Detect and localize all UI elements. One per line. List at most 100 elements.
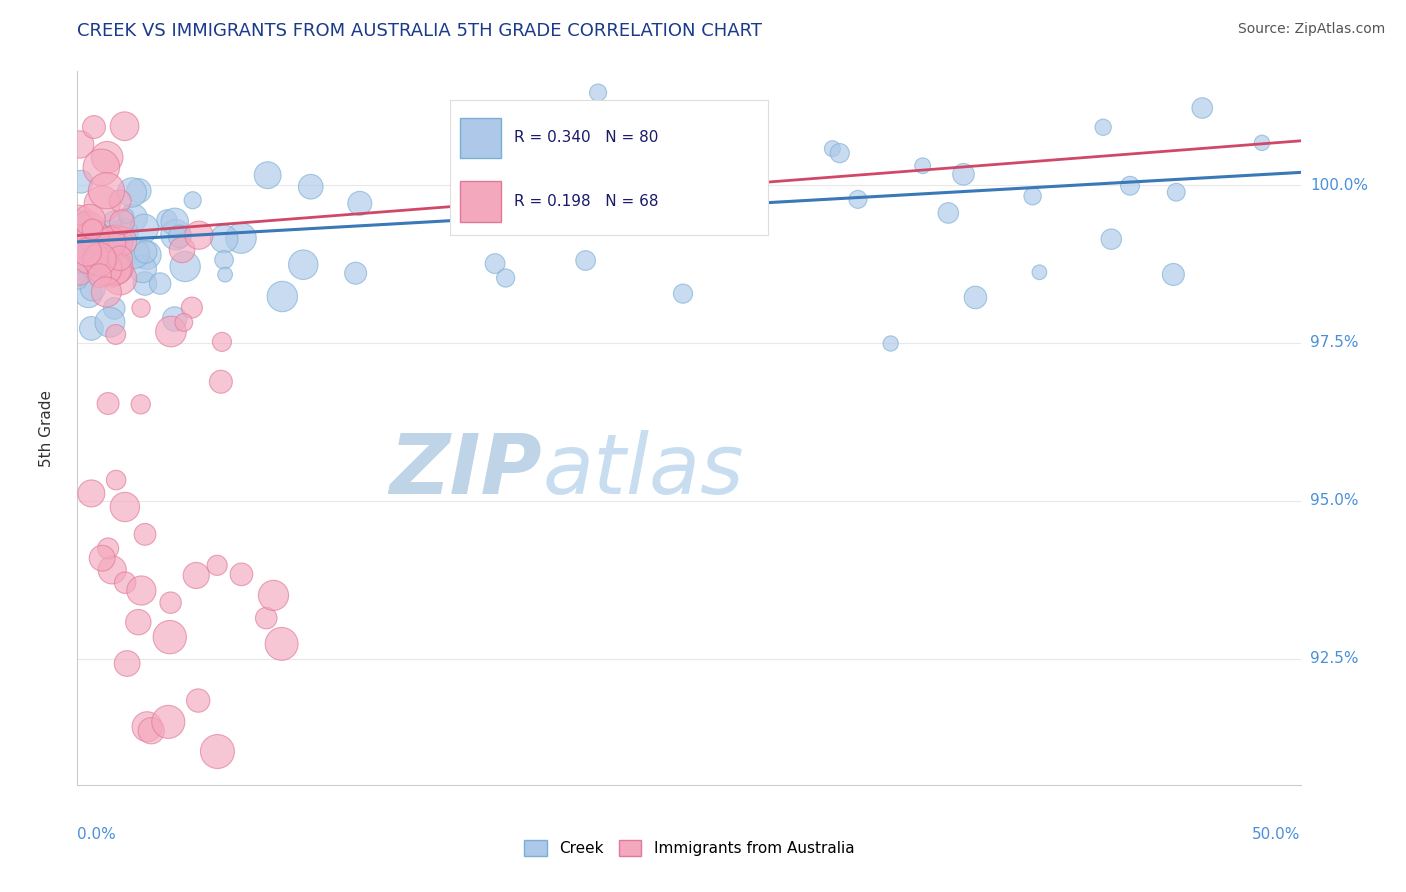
Point — [104, 262, 127, 277]
Point — [111, 215, 134, 229]
Point — [207, 745, 229, 759]
Point — [292, 258, 315, 272]
Point — [1119, 178, 1142, 193]
Point — [114, 119, 136, 133]
Point — [83, 120, 105, 134]
Point — [91, 551, 114, 566]
Point — [101, 563, 124, 577]
Point — [136, 720, 159, 734]
Point — [96, 184, 118, 198]
Point — [114, 500, 136, 514]
Point — [936, 206, 959, 220]
Point — [129, 397, 152, 411]
Point — [131, 583, 153, 598]
Point — [97, 541, 120, 556]
Point — [163, 312, 186, 326]
Point — [86, 250, 108, 264]
Point — [1099, 232, 1122, 246]
Point — [100, 235, 122, 250]
Point — [98, 315, 121, 329]
Text: 95.0%: 95.0% — [1310, 493, 1358, 508]
Point — [672, 286, 695, 301]
Point — [105, 260, 128, 275]
Point — [828, 146, 851, 161]
Point — [159, 630, 181, 644]
Point — [214, 268, 236, 282]
Point — [100, 232, 122, 246]
Point — [82, 252, 104, 266]
Point — [299, 179, 322, 194]
Point — [115, 209, 138, 223]
Point — [484, 257, 506, 271]
Point — [1166, 185, 1188, 199]
Point — [169, 229, 191, 244]
Point — [575, 253, 598, 268]
Point — [76, 260, 98, 274]
Point — [101, 267, 124, 281]
Point — [181, 193, 204, 207]
Point — [846, 193, 869, 207]
Point — [159, 596, 181, 610]
Point — [89, 252, 111, 267]
Point — [108, 251, 131, 265]
Point — [141, 723, 163, 738]
Point — [160, 325, 183, 339]
Point — [79, 249, 101, 263]
Point — [105, 473, 128, 487]
Point — [965, 290, 987, 304]
Point — [82, 281, 104, 295]
Point — [163, 215, 186, 229]
Point — [134, 277, 156, 291]
Point — [821, 142, 844, 156]
Point — [70, 175, 93, 189]
Point — [108, 194, 131, 208]
Point — [186, 568, 208, 582]
Point — [79, 212, 101, 227]
Point — [205, 558, 228, 573]
Point — [76, 245, 98, 260]
Point — [134, 527, 156, 541]
Point — [67, 262, 90, 277]
Point — [174, 260, 197, 274]
Point — [66, 234, 89, 248]
Point — [69, 213, 91, 227]
Point — [212, 252, 235, 267]
Point — [173, 315, 195, 329]
Point — [75, 217, 97, 231]
Point — [349, 196, 371, 211]
Point — [121, 186, 143, 200]
Point — [122, 211, 145, 225]
Point — [75, 232, 97, 246]
Point — [495, 271, 517, 285]
Point — [879, 336, 901, 351]
Legend: Creek, Immigrants from Australia: Creek, Immigrants from Australia — [517, 834, 860, 862]
Point — [93, 261, 115, 276]
Point — [254, 611, 277, 625]
Text: Source: ZipAtlas.com: Source: ZipAtlas.com — [1237, 22, 1385, 37]
Point — [77, 222, 100, 236]
Point — [66, 262, 89, 277]
Point — [180, 301, 202, 315]
Text: 92.5%: 92.5% — [1310, 651, 1358, 666]
Point — [98, 232, 121, 246]
Point — [1092, 120, 1115, 135]
Point — [108, 271, 131, 285]
Point — [209, 375, 232, 389]
Point — [132, 262, 155, 277]
Point — [82, 229, 104, 244]
Point — [124, 246, 146, 260]
Point — [149, 277, 172, 291]
Point — [111, 234, 134, 248]
Point — [1028, 265, 1050, 279]
Point — [89, 244, 111, 258]
Point — [1163, 268, 1185, 282]
Point — [165, 227, 187, 242]
Point — [344, 266, 367, 280]
Point — [93, 251, 115, 265]
Point — [108, 244, 131, 259]
Point — [80, 486, 103, 500]
Point — [605, 178, 627, 192]
Point — [127, 615, 149, 629]
Point — [66, 221, 89, 235]
Point — [69, 137, 91, 152]
